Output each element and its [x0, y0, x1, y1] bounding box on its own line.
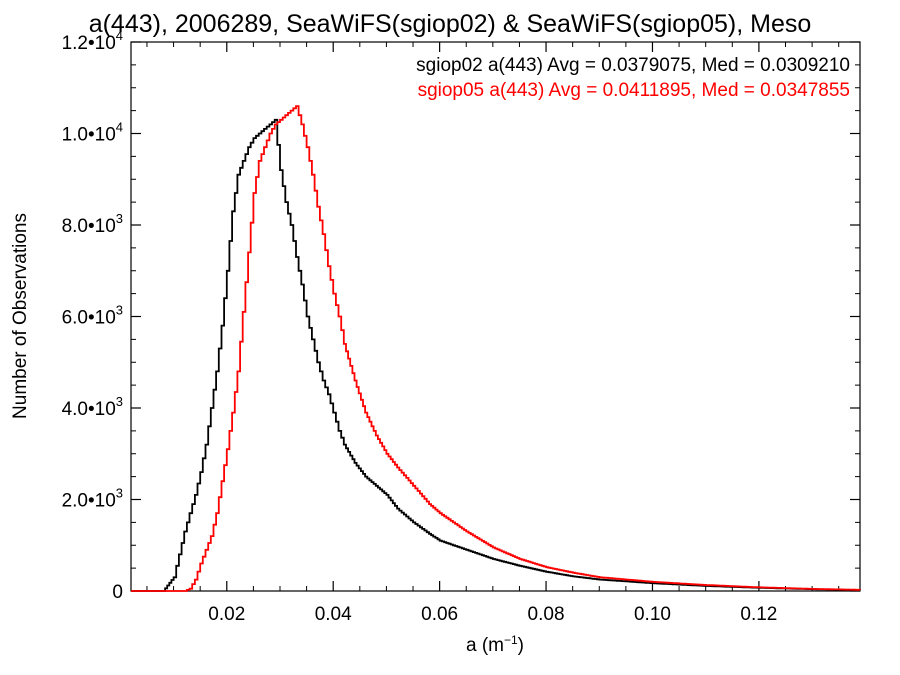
x-tick-label: 0.10 — [634, 604, 671, 625]
y-tick-label: 0 — [112, 582, 123, 603]
y-tick-label: 8.0•103 — [62, 211, 123, 237]
legend: sgiop02 a(443) Avg = 0.0379075, Med = 0.… — [416, 55, 850, 101]
plot-frame — [130, 41, 861, 592]
y-tick-label: 1.0•104 — [62, 120, 123, 146]
y-tick-label: 4.0•103 — [62, 394, 123, 420]
y-axis-label: Number of Observations — [10, 213, 31, 419]
x-tick-label: 0.02 — [208, 604, 245, 625]
y-tick-label: 1.2•104 — [62, 28, 123, 54]
x-tick-label: 0.04 — [315, 604, 352, 625]
x-axis-label: a (m−1) — [466, 633, 524, 656]
y-tick-label: 6.0•103 — [62, 303, 123, 329]
x-tick-label: 0.12 — [740, 604, 777, 625]
x-tick-label: 0.06 — [421, 604, 458, 625]
x-tick-label: 0.08 — [528, 604, 565, 625]
x-axis: 0.02 0.04 0.06 0.08 0.10 0.12 — [146, 42, 840, 625]
series-layer — [131, 105, 861, 592]
chart-title: a(443), 2006289, SeaWiFS(sgiop02) & SeaW… — [89, 10, 812, 38]
legend-entry-sgiop02: sgiop02 a(443) Avg = 0.0379075, Med = 0.… — [416, 55, 850, 76]
plot-area: 0.02 0.04 0.06 0.08 0.10 0.12 0 2.0•103 4.0•103… — [62, 28, 861, 625]
y-tick-label: 2.0•103 — [62, 486, 123, 512]
series-line-sgiop05 — [131, 105, 861, 592]
y-axis: 0 2.0•103 4.0•103 6.0•103 8.0•103 1.0•104 1.2•… — [62, 28, 860, 603]
legend-entry-sgiop05: sgiop05 a(443) Avg = 0.0411895, Med = 0.… — [418, 80, 850, 101]
